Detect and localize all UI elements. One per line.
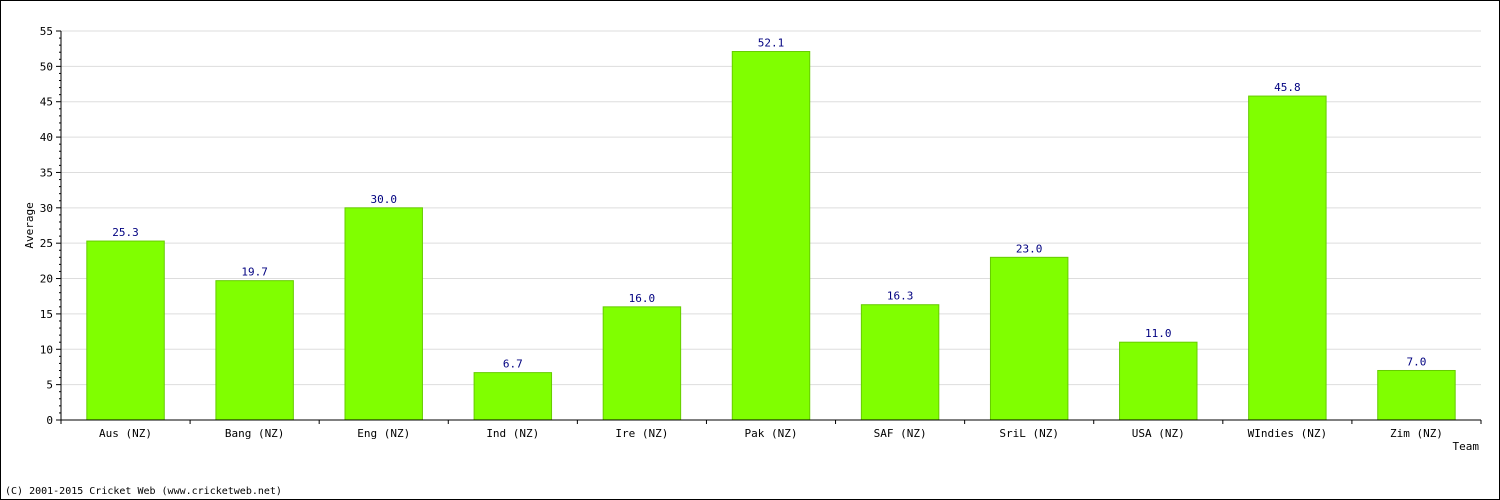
- x-tick-label: Bang (NZ): [225, 427, 285, 440]
- x-tick-label: Pak (NZ): [745, 427, 798, 440]
- bar-value-label: 7.0: [1407, 355, 1427, 368]
- labels: 0 5 10 15 20 25 30 35 40 45 50 55 25.3 Aus (NZ) 19.7 Ba…: [23, 25, 1479, 453]
- bar-value-label: 52.1: [758, 37, 785, 50]
- bar: [473, 372, 553, 421]
- axes: [56, 30, 1482, 424]
- bar-value-label: 25.3: [112, 226, 139, 239]
- bar-value-label: 16.3: [887, 290, 914, 303]
- bar-value-label: 30.0: [370, 193, 397, 206]
- y-tick-label: 10: [40, 343, 53, 356]
- bar-value-label: 23.0: [1016, 242, 1043, 255]
- bar: [344, 207, 423, 421]
- x-axis-title: Team: [1453, 440, 1480, 453]
- x-tick-label: WIndies (NZ): [1248, 427, 1327, 440]
- y-tick-label: 30: [40, 202, 53, 215]
- x-tick-label: USA (NZ): [1132, 427, 1185, 440]
- bar: [989, 256, 1069, 421]
- x-tick-label: Ind (NZ): [486, 427, 539, 440]
- bar-value-label: 45.8: [1274, 81, 1301, 94]
- y-tick-label: 55: [40, 25, 53, 38]
- y-tick-label: 5: [46, 379, 53, 392]
- y-tick-label: 0: [46, 414, 53, 427]
- x-tick-label: SriL (NZ): [999, 427, 1059, 440]
- copyright-text: (C) 2001-2015 Cricket Web (www.cricketwe…: [5, 486, 282, 497]
- bar: [1248, 95, 1327, 421]
- bar: [860, 304, 940, 421]
- y-tick-label: 25: [40, 237, 53, 250]
- y-tick-label: 20: [40, 273, 53, 286]
- x-tick-label: Zim (NZ): [1390, 427, 1443, 440]
- bar-value-label: 19.7: [241, 266, 268, 279]
- bar-value-label: 6.7: [503, 358, 523, 371]
- y-axis-title: Average: [23, 202, 36, 248]
- y-tick-label: 15: [40, 308, 53, 321]
- bar-value-label: 16.0: [629, 292, 656, 305]
- bar: [1119, 341, 1198, 421]
- bar: [215, 280, 294, 421]
- y-tick-label: 45: [40, 96, 53, 109]
- x-tick-label: Eng (NZ): [357, 427, 410, 440]
- y-tick-label: 40: [40, 131, 53, 144]
- y-tick-label: 35: [40, 166, 53, 179]
- x-tick-label: Aus (NZ): [99, 427, 152, 440]
- bars: [86, 51, 1456, 421]
- bar: [602, 306, 682, 421]
- x-tick-label: Ire (NZ): [615, 427, 668, 440]
- bar: [1377, 369, 1456, 421]
- y-tick-label: 50: [40, 60, 53, 73]
- bar-value-label: 11.0: [1145, 327, 1172, 340]
- x-tick-label: SAF (NZ): [874, 427, 927, 440]
- bar: [731, 51, 811, 421]
- bar: [86, 240, 165, 421]
